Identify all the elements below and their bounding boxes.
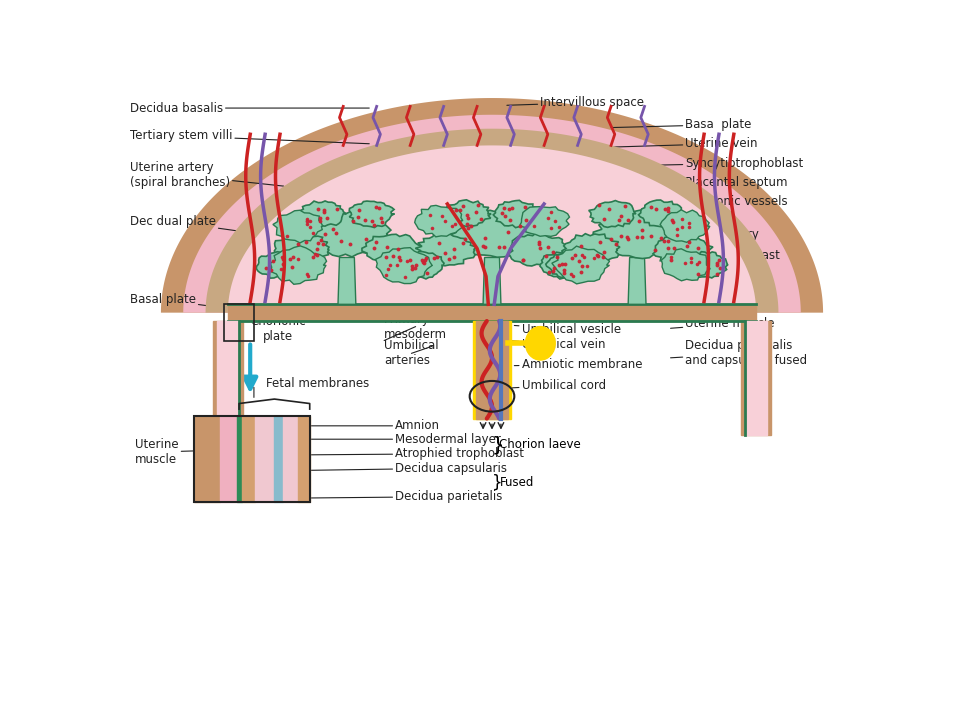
Text: Syncytiotrophoblast: Syncytiotrophoblast <box>613 157 804 169</box>
Polygon shape <box>242 416 255 502</box>
Polygon shape <box>628 258 646 304</box>
Text: }: } <box>492 473 503 492</box>
Polygon shape <box>540 252 582 279</box>
Polygon shape <box>393 252 438 279</box>
Polygon shape <box>298 416 310 502</box>
Polygon shape <box>483 258 501 304</box>
Polygon shape <box>283 416 298 502</box>
Polygon shape <box>416 233 476 266</box>
Text: Spiral artery: Spiral artery <box>660 228 759 243</box>
Polygon shape <box>375 248 432 284</box>
Text: Amnion: Amnion <box>310 419 441 432</box>
Text: Umbilical vein: Umbilical vein <box>507 338 605 351</box>
Text: Atrophied trophoblast: Atrophied trophoblast <box>310 447 524 460</box>
Text: Chorion laeve: Chorion laeve <box>670 298 767 311</box>
Text: Cytotrophoblast: Cytotrophoblast <box>644 249 780 265</box>
Text: Amniotic membrane: Amniotic membrane <box>515 358 642 371</box>
Polygon shape <box>183 115 801 313</box>
Polygon shape <box>194 416 221 502</box>
Text: Decidua parietalis
and capsularis fused: Decidua parietalis and capsularis fused <box>670 340 807 367</box>
Polygon shape <box>638 200 685 227</box>
Text: Uterine artery
(spiral branches): Uterine artery (spiral branches) <box>130 161 284 189</box>
Polygon shape <box>305 210 391 257</box>
Polygon shape <box>300 201 347 227</box>
Polygon shape <box>653 233 713 265</box>
Text: Chorionic vessels: Chorionic vessels <box>618 195 788 208</box>
Text: Decidua capsularis: Decidua capsularis <box>302 462 507 475</box>
Polygon shape <box>217 321 239 435</box>
Polygon shape <box>444 200 492 227</box>
Polygon shape <box>256 252 300 278</box>
Polygon shape <box>274 416 283 502</box>
Polygon shape <box>221 416 237 502</box>
Text: Fetal membranes: Fetal membranes <box>266 377 369 390</box>
Polygon shape <box>237 416 242 502</box>
Polygon shape <box>562 234 620 266</box>
Text: Chorion laeve: Chorion laeve <box>499 438 581 451</box>
Polygon shape <box>448 211 536 257</box>
Ellipse shape <box>525 327 555 360</box>
Text: Decidua basalis: Decidua basalis <box>130 101 370 114</box>
Polygon shape <box>338 258 356 304</box>
Text: }: } <box>492 435 505 454</box>
Polygon shape <box>661 249 710 281</box>
Polygon shape <box>228 304 756 321</box>
Polygon shape <box>161 98 823 313</box>
Polygon shape <box>402 252 444 279</box>
Text: Basa  plate: Basa plate <box>611 118 752 131</box>
Text: Intervillous space: Intervillous space <box>507 96 644 109</box>
Polygon shape <box>684 252 728 278</box>
Polygon shape <box>415 206 463 237</box>
Polygon shape <box>205 129 779 313</box>
Polygon shape <box>660 210 709 243</box>
Polygon shape <box>213 321 243 435</box>
Text: Uterine muscle: Uterine muscle <box>670 317 775 330</box>
Text: Basal plate: Basal plate <box>130 293 239 310</box>
Polygon shape <box>509 232 568 266</box>
Text: Umbilical
arteries: Umbilical arteries <box>384 340 439 367</box>
Polygon shape <box>362 235 422 266</box>
Polygon shape <box>593 210 681 258</box>
Text: Tertiary stem villi: Tertiary stem villi <box>130 130 370 144</box>
Text: Decidua parietalis: Decidua parietalis <box>276 490 503 503</box>
Polygon shape <box>228 146 756 313</box>
Text: Umbilical vesicle: Umbilical vesicle <box>515 323 621 336</box>
Polygon shape <box>552 246 610 284</box>
Polygon shape <box>255 416 274 502</box>
Polygon shape <box>349 201 395 227</box>
Text: Mesodermal layer: Mesodermal layer <box>310 433 501 446</box>
Polygon shape <box>588 201 636 227</box>
Polygon shape <box>271 246 326 285</box>
Polygon shape <box>741 321 771 435</box>
Text: Uterine vein: Uterine vein <box>611 138 758 151</box>
Polygon shape <box>493 201 540 227</box>
Polygon shape <box>519 206 569 236</box>
Polygon shape <box>475 321 509 418</box>
Polygon shape <box>274 233 329 266</box>
Polygon shape <box>546 253 590 279</box>
Text: Primary
mesoderm: Primary mesoderm <box>384 313 447 340</box>
Polygon shape <box>273 210 323 243</box>
Text: Chorionic
plate: Chorionic plate <box>250 316 305 343</box>
Polygon shape <box>473 321 511 418</box>
Text: Fused: Fused <box>499 476 534 489</box>
Text: Dec dual plate: Dec dual plate <box>130 215 284 237</box>
Text: Placental septum: Placental septum <box>615 176 788 189</box>
Polygon shape <box>745 321 767 435</box>
Text: Umbilical cord: Umbilical cord <box>511 379 606 392</box>
Text: Uterine
muscle: Uterine muscle <box>134 438 194 466</box>
